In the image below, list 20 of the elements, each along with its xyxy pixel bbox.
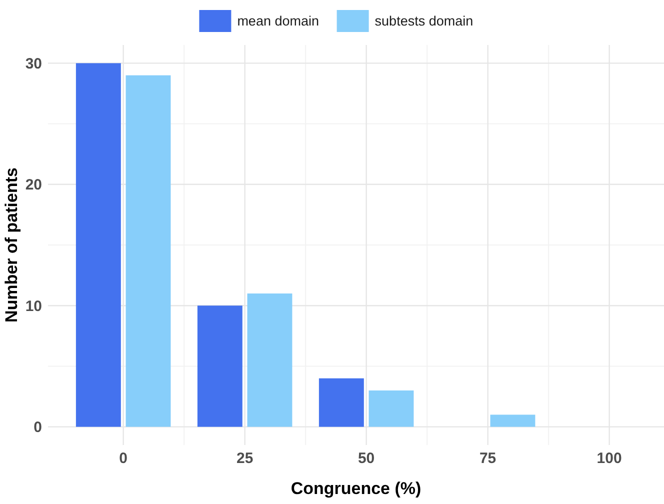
bar	[247, 293, 292, 427]
legend-label: subtests domain	[374, 14, 474, 29]
x-tick-label: 100	[596, 450, 622, 467]
x-tick-label: 50	[358, 450, 375, 467]
x-tick-label: 25	[236, 450, 254, 467]
bar	[76, 63, 121, 427]
bar	[368, 390, 414, 427]
y-axis-title: Number of patients	[2, 168, 21, 322]
bar	[197, 306, 242, 427]
x-tick-label: 75	[479, 450, 496, 467]
y-tick-label: 10	[25, 298, 42, 315]
bar	[126, 75, 171, 427]
x-tick-label: 0	[119, 450, 128, 467]
y-tick-label: 20	[25, 176, 42, 194]
legend-label: mean domain	[237, 14, 320, 29]
y-tick-label: 0	[34, 419, 42, 436]
bar	[490, 414, 536, 427]
y-tick-label: 30	[25, 55, 42, 72]
x-axis-title: Congruence (%)	[290, 479, 422, 498]
bar	[318, 378, 364, 427]
